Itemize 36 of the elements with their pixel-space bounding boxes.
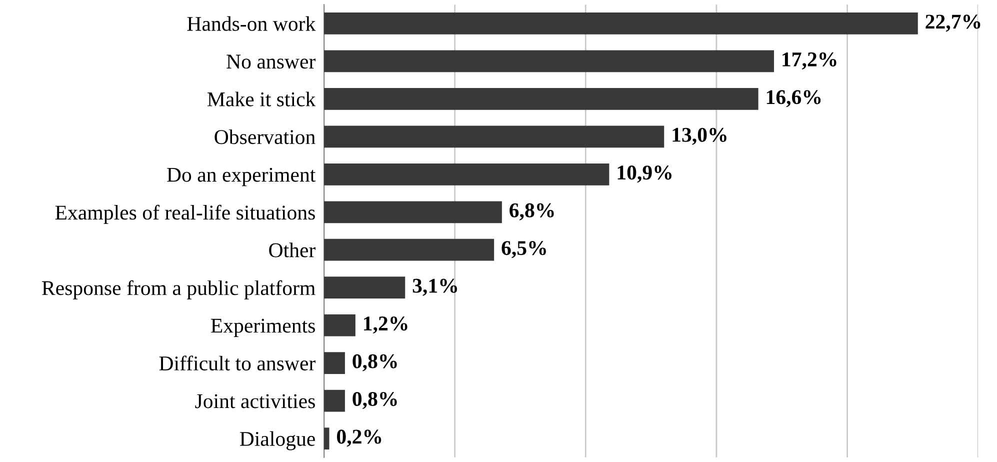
- bar: [324, 238, 494, 261]
- data-label: 6,5%: [502, 241, 546, 258]
- bar: [324, 163, 610, 186]
- y-tick-label: Make it stick: [208, 92, 316, 106]
- data-label: 22,7%: [926, 14, 980, 32]
- data-label: 1,2%: [364, 316, 408, 334]
- y-tick-label: Examples of real-life situations: [55, 204, 315, 224]
- y-tick-label: Do an experiment: [167, 168, 316, 186]
- bar: [324, 12, 918, 34]
- bar: [324, 126, 664, 148]
- data-label: 3,1%: [412, 278, 457, 296]
- y-tick-label: Other: [269, 242, 316, 258]
- y-tick-label: No answer: [226, 54, 316, 69]
- y-tick-label: Observation: [214, 129, 316, 144]
- bar: [324, 314, 356, 336]
- y-tick-label: Experiments: [210, 318, 315, 337]
- data-label: 16,6%: [766, 90, 821, 108]
- bar: [324, 276, 406, 299]
- bar: [324, 201, 502, 224]
- bar: [324, 88, 758, 110]
- data-label: 0,2%: [336, 430, 382, 447]
- bar: [324, 352, 345, 374]
- y-tick-label: Difficult to answer: [159, 356, 316, 370]
- y-tick-label: Response from a public platform: [42, 280, 316, 300]
- data-label: 6,8%: [510, 203, 554, 220]
- bar: [324, 428, 330, 450]
- y-tick-label: Hands-on work: [187, 16, 316, 31]
- y-tick-label: Dialogue: [240, 431, 315, 450]
- data-label: 0,8%: [352, 354, 397, 372]
- data-label: 13,0%: [672, 128, 726, 145]
- y-tick-label: Joint activities: [195, 394, 315, 408]
- bar: [324, 50, 774, 72]
- data-label: 10,9%: [618, 166, 672, 183]
- bar: [324, 390, 345, 412]
- data-label: 0,8%: [352, 392, 397, 410]
- data-label: 17,2%: [782, 52, 836, 70]
